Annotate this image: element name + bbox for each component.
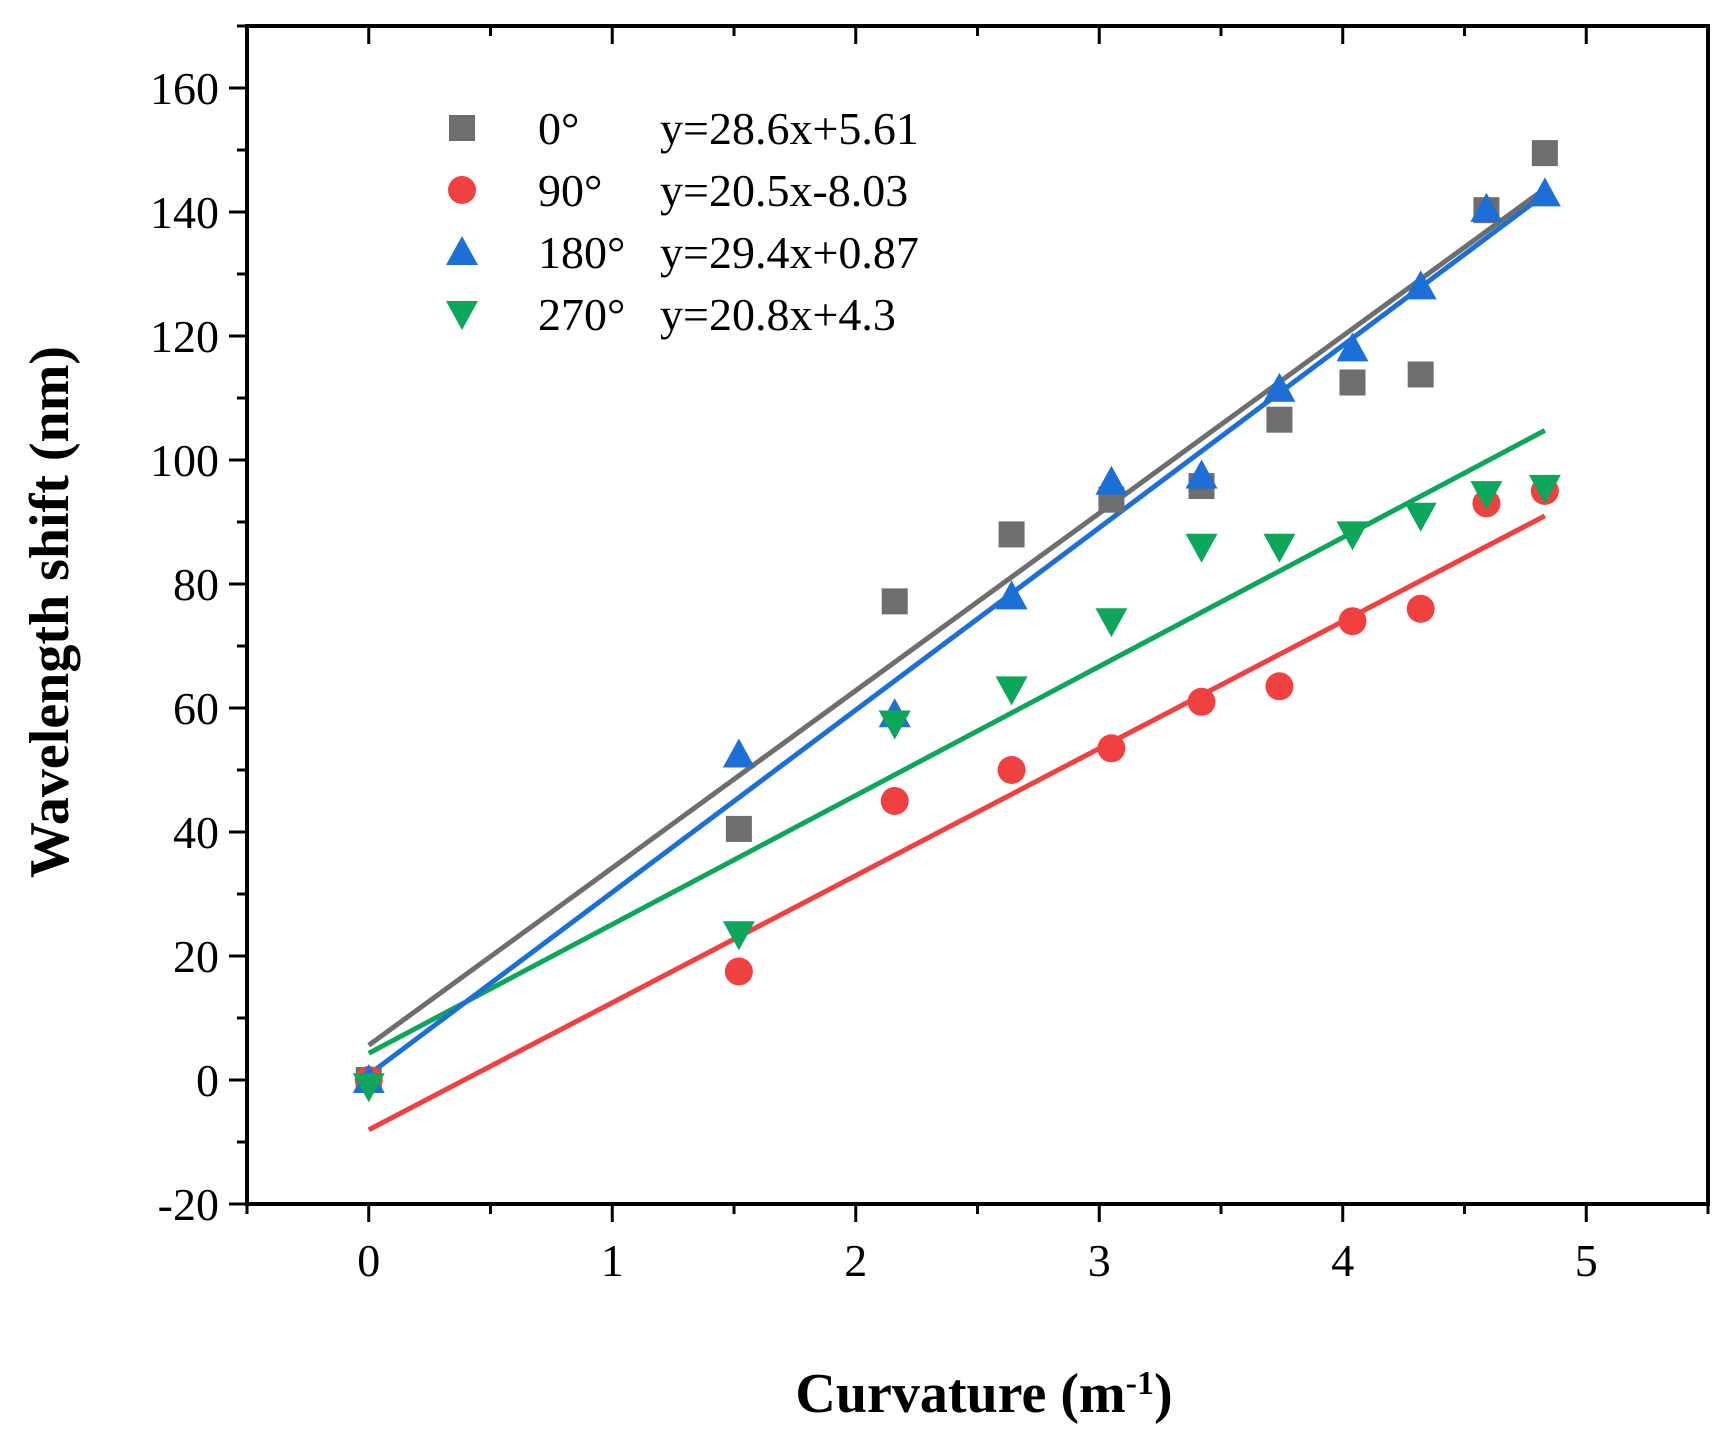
point-triangle-up — [1336, 332, 1369, 362]
point-triangle-up — [1404, 270, 1437, 300]
legend-equation: y=28.6x+5.61 — [660, 103, 919, 154]
point-triangle-down — [722, 921, 755, 951]
x-tick-label: 1 — [601, 1235, 624, 1286]
legend-marker-circle — [448, 176, 476, 204]
point-square — [1531, 140, 1558, 167]
point-triangle-up — [1528, 177, 1561, 207]
point-triangle-down — [1470, 481, 1503, 511]
point-triangle-down — [995, 676, 1028, 706]
fit-line-square — [367, 186, 1547, 1048]
point-circle — [1406, 594, 1435, 623]
x-tick-label: 2 — [844, 1235, 867, 1286]
y-tick-label: 20 — [173, 931, 219, 982]
point-triangle-up — [1470, 192, 1503, 222]
point-square — [1266, 406, 1293, 433]
data-markers — [352, 140, 1561, 1103]
point-circle — [1265, 672, 1294, 701]
x-tick-label: 4 — [1331, 1235, 1354, 1286]
x-axis-title-sup: -1 — [1126, 1365, 1154, 1402]
y-tick-label: 60 — [173, 683, 219, 734]
legend-marker-triangle-down — [446, 301, 478, 330]
point-triangle-down — [1528, 474, 1561, 504]
point-triangle-down — [1336, 521, 1369, 551]
point-triangle-up — [1185, 459, 1218, 489]
point-triangle-down — [878, 710, 911, 740]
x-tick-label: 5 — [1575, 1235, 1598, 1286]
point-square — [1407, 361, 1434, 388]
point-square — [1339, 369, 1366, 396]
legend-marker-triangle-up — [446, 236, 478, 265]
point-circle — [1187, 687, 1216, 716]
y-tick-label: 120 — [150, 311, 219, 362]
fit-line-circle — [367, 513, 1547, 1133]
point-square — [881, 588, 908, 615]
y-axis-title: Wavelength shift (nm) — [19, 346, 81, 878]
y-tick-label: 160 — [150, 63, 219, 114]
point-circle — [880, 787, 909, 815]
x-tick-label: 0 — [357, 1235, 380, 1286]
legend-label: 270° — [538, 289, 625, 340]
point-triangle-up — [995, 580, 1028, 610]
y-tick-label: 100 — [150, 435, 219, 486]
x-axis-title-close: ) — [1154, 1363, 1173, 1425]
legend-equation: y=29.4x+0.87 — [660, 227, 919, 278]
point-circle — [1338, 607, 1367, 636]
point-circle — [1097, 734, 1126, 763]
legend-label: 180° — [538, 227, 625, 278]
legend-label: 0° — [538, 103, 579, 154]
legend-marker-square — [449, 115, 475, 141]
point-triangle-up — [1095, 465, 1128, 495]
fit-line-triangle-down — [367, 428, 1547, 1056]
y-tick-label: 80 — [173, 559, 219, 610]
legend-equation: y=20.5x-8.03 — [660, 165, 908, 216]
legend-label: 90° — [538, 165, 602, 216]
point-triangle-down — [352, 1073, 385, 1103]
point-triangle-down — [1095, 608, 1128, 638]
point-circle — [724, 957, 753, 986]
point-circle — [997, 756, 1026, 784]
point-triangle-down — [1404, 502, 1437, 532]
legend-equation: y=20.8x+4.3 — [660, 289, 896, 340]
y-tick-label: 0 — [196, 1055, 219, 1106]
point-triangle-up — [722, 738, 755, 768]
axes: 0 1 2 3 4 5 -20 0 20 40 60 80 100 120 140 160 — [150, 24, 1710, 1286]
point-square — [998, 521, 1025, 548]
point-triangle-down — [1263, 533, 1296, 563]
x-tick-label: 3 — [1088, 1235, 1111, 1286]
x-axis-title: Curvature (m-1) — [795, 1363, 1172, 1425]
legend: 0° y=28.6x+5.61 90° y=20.5x-8.03 180° y=29.4x… — [446, 103, 919, 340]
x-axis-title-main: Curvature (m — [795, 1363, 1125, 1425]
y-tick-label: -20 — [158, 1179, 219, 1230]
point-triangle-up — [1263, 372, 1296, 402]
point-square — [725, 815, 752, 842]
point-triangle-down — [1185, 533, 1218, 563]
y-tick-label: 40 — [173, 807, 219, 858]
y-tick-label: 140 — [150, 187, 219, 238]
